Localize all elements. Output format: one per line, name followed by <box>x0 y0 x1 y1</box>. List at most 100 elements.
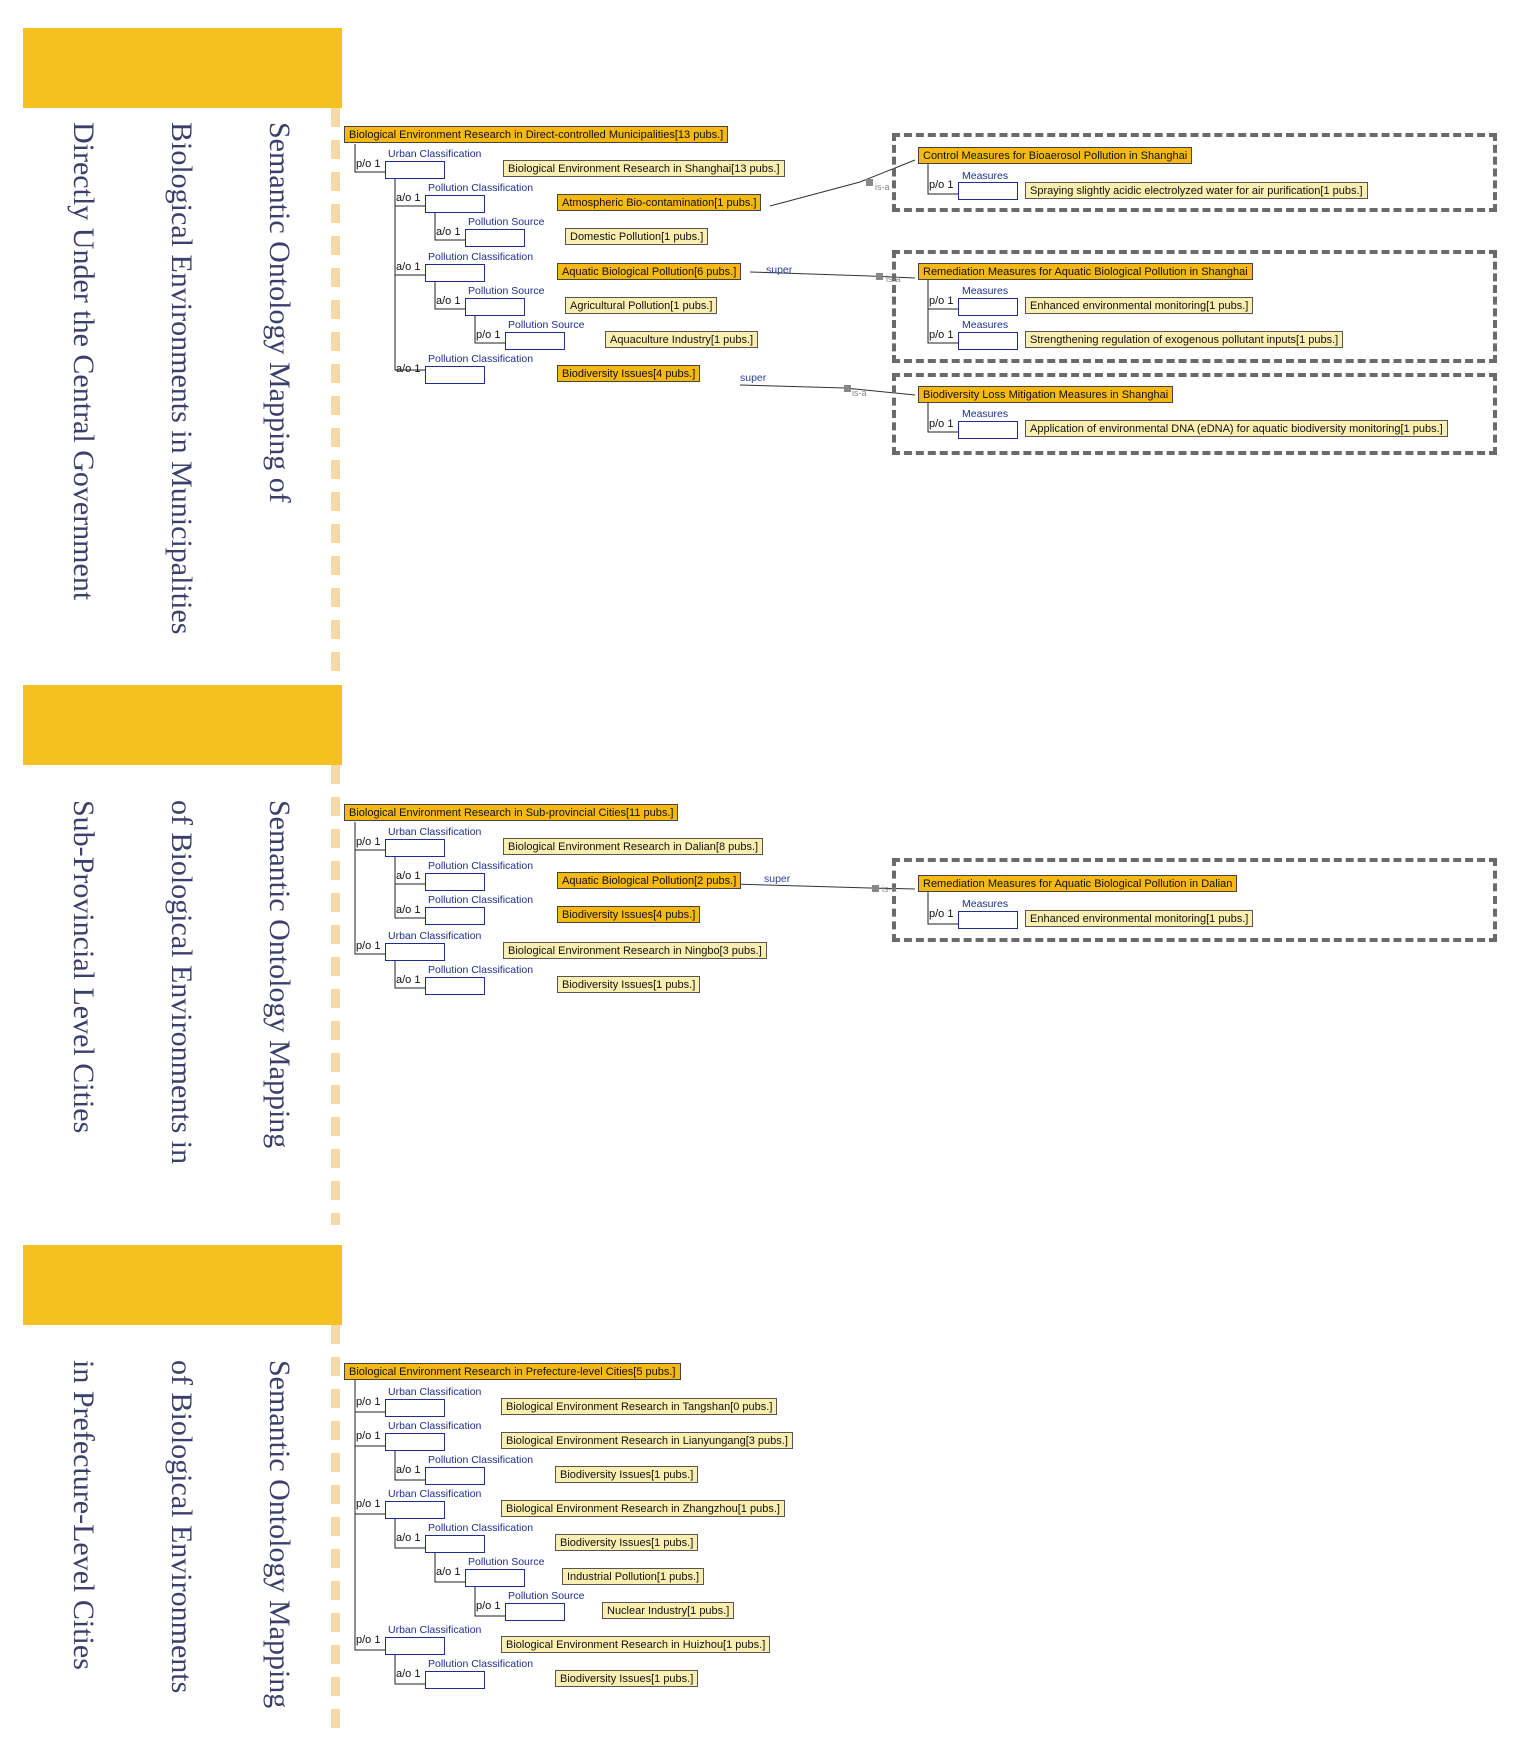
node-agricultural: Agricultural Pollution[1 pubs.] <box>565 297 718 314</box>
node-biodiversity-1b: Biodiversity Issues[1 pubs.] <box>555 1466 699 1483</box>
relation-box <box>425 264 485 282</box>
node-enhanced-monitoring: Enhanced environmental monitoring[1 pubs… <box>1025 297 1254 314</box>
relation-ao: a/o 1 <box>396 261 421 273</box>
is-a-label: is-a <box>852 388 867 398</box>
root-node-sub-provincial: Biological Environment Research in Sub-p… <box>344 804 679 821</box>
node-tangshan: Biological Environment Research in Tangs… <box>501 1398 778 1415</box>
relation-pollution-classification: Pollution Classification <box>428 1454 534 1466</box>
relation-measures: Measures <box>962 170 1009 182</box>
node-edna: Application of environmental DNA (eDNA) … <box>1025 420 1448 437</box>
relation-box <box>425 195 485 213</box>
relation-urban-classification: Urban Classification <box>388 1488 482 1500</box>
relation-box <box>958 182 1018 200</box>
relation-pollution-classification: Pollution Classification <box>428 353 534 365</box>
relation-ao: a/o 1 <box>436 295 461 307</box>
node-enhanced-monitoring-2: Enhanced environmental monitoring[1 pubs… <box>1025 910 1254 927</box>
super-label: super <box>740 372 767 384</box>
node-dalian: Biological Environment Research in Dalia… <box>503 838 764 855</box>
node-aquatic-6: Aquatic Biological Pollution[6 pubs.] <box>557 263 742 280</box>
relation-box <box>385 1433 445 1451</box>
node-biodiversity-loss: Biodiversity Loss Mitigation Measures in… <box>918 386 1174 403</box>
relation-ao: a/o 1 <box>396 1532 421 1544</box>
root-node-prefecture: Biological Environment Research in Prefe… <box>344 1363 681 1380</box>
section-header-block-1 <box>23 28 342 108</box>
relation-box <box>505 332 565 350</box>
relation-box <box>958 421 1018 439</box>
relation-ao: a/o 1 <box>396 870 421 882</box>
section-divider-3 <box>331 1325 340 1735</box>
relation-pollution-classification: Pollution Classification <box>428 1522 534 1534</box>
relation-po: p/o 1 <box>356 940 381 952</box>
relation-pollution-source: Pollution Source <box>468 285 545 297</box>
relation-box <box>958 911 1018 929</box>
relation-po: p/o 1 <box>476 1600 501 1612</box>
relation-ao: a/o 1 <box>396 1464 421 1476</box>
super-label: super <box>764 873 791 885</box>
relation-ao: a/o 1 <box>396 192 421 204</box>
node-spraying: Spraying slightly acidic electrolyzed wa… <box>1025 182 1368 199</box>
relation-box <box>385 161 445 179</box>
is-a-label: is-a <box>875 182 890 192</box>
relation-pollution-source: Pollution Source <box>508 1590 585 1602</box>
node-biodiversity-1d: Biodiversity Issues[1 pubs.] <box>555 1670 699 1687</box>
measures-group-aquatic-shanghai <box>892 250 1497 363</box>
relation-urban-classification: Urban Classification <box>388 1386 482 1398</box>
relation-po: p/o 1 <box>356 1396 381 1408</box>
relation-measures: Measures <box>962 285 1009 297</box>
relation-box <box>385 1399 445 1417</box>
node-remediation-shanghai: Remediation Measures for Aquatic Biologi… <box>918 263 1253 280</box>
node-domestic: Domestic Pollution[1 pubs.] <box>565 228 709 245</box>
node-aquatic-2: Aquatic Biological Pollution[2 pubs.] <box>557 872 742 889</box>
section-header-block-3 <box>23 1245 342 1325</box>
section-divider-2 <box>331 765 340 1225</box>
relation-urban-classification: Urban Classification <box>388 826 482 838</box>
relation-ao: a/o 1 <box>436 226 461 238</box>
measures-group-biodiversity-shanghai <box>892 373 1497 455</box>
relation-po: p/o 1 <box>929 418 954 430</box>
relation-po: p/o 1 <box>356 836 381 848</box>
relation-pollution-source: Pollution Source <box>508 319 585 331</box>
relation-box <box>425 1535 485 1553</box>
relation-po: p/o 1 <box>356 1498 381 1510</box>
relation-ao: a/o 1 <box>396 904 421 916</box>
relation-box <box>385 839 445 857</box>
root-node-municipalities: Biological Environment Research in Direc… <box>344 126 729 143</box>
relation-box <box>465 298 525 316</box>
node-strengthening: Strengthening regulation of exogenous po… <box>1025 331 1344 348</box>
relation-ao: a/o 1 <box>396 363 421 375</box>
relation-urban-classification: Urban Classification <box>388 930 482 942</box>
relation-ao: a/o 1 <box>396 974 421 986</box>
relation-box <box>425 977 485 995</box>
relation-pollution-classification: Pollution Classification <box>428 894 534 906</box>
relation-urban-classification: Urban Classification <box>388 1624 482 1636</box>
relation-pollution-classification: Pollution Classification <box>428 860 534 872</box>
node-ningbo: Biological Environment Research in Ningb… <box>503 942 767 959</box>
relation-po: p/o 1 <box>929 908 954 920</box>
is-a-label: is-a <box>882 884 897 894</box>
relation-po: p/o 1 <box>356 1634 381 1646</box>
relation-box <box>465 1569 525 1587</box>
relation-measures: Measures <box>962 319 1009 331</box>
relation-box <box>425 366 485 384</box>
relation-box <box>505 1603 565 1621</box>
relation-pollution-source: Pollution Source <box>468 1556 545 1568</box>
relation-measures: Measures <box>962 408 1009 420</box>
node-biodiversity-1a: Biodiversity Issues[1 pubs.] <box>557 976 701 993</box>
relation-po: p/o 1 <box>929 329 954 341</box>
relation-pollution-classification: Pollution Classification <box>428 251 534 263</box>
relation-box <box>958 332 1018 350</box>
measures-group-aquatic-dalian <box>892 858 1497 942</box>
relation-box <box>385 1637 445 1655</box>
node-zhangzhou: Biological Environment Research in Zhang… <box>501 1500 785 1517</box>
node-biodiversity-4: Biodiversity Issues[4 pubs.] <box>557 365 701 382</box>
relation-ao: a/o 1 <box>396 1668 421 1680</box>
relation-box <box>958 298 1018 316</box>
relation-pollution-source: Pollution Source <box>468 216 545 228</box>
node-atmospheric: Atmospheric Bio-contamination[1 pubs.] <box>557 194 762 211</box>
relation-box <box>385 1501 445 1519</box>
node-nuclear: Nuclear Industry[1 pubs.] <box>602 1602 735 1619</box>
relation-urban-classification: Urban Classification <box>388 148 482 160</box>
relation-po: p/o 1 <box>356 1430 381 1442</box>
relation-box <box>425 1467 485 1485</box>
